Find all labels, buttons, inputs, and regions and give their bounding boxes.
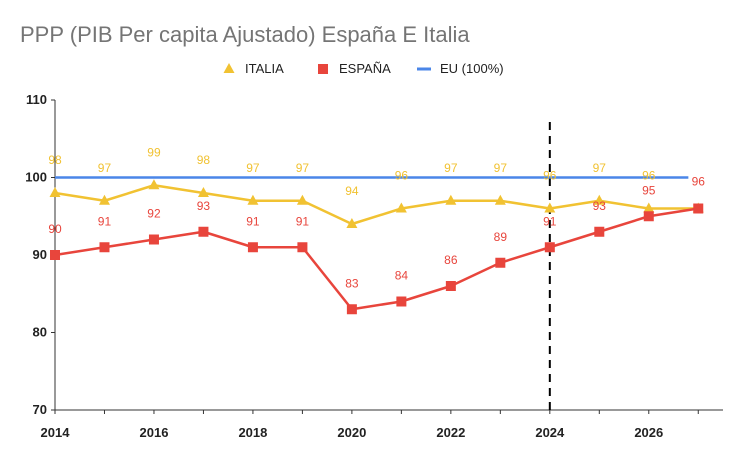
x-tick-label: 2020 (337, 425, 366, 440)
plot-area (49, 122, 704, 410)
data-label-italia: 97 (246, 161, 260, 175)
marker-espana (50, 250, 60, 260)
marker-espana (495, 257, 506, 268)
y-tick-label: 110 (26, 92, 47, 107)
marker-italia (197, 187, 209, 197)
x-tick-label: 2014 (41, 425, 71, 440)
legend-label: ESPAÑA (339, 61, 391, 76)
marker-espana (297, 242, 308, 253)
y-tick-label: 90 (33, 247, 47, 262)
legend-icon-espana (318, 64, 328, 74)
legend-icon-italia (223, 63, 235, 73)
data-label-espana: 83 (345, 276, 359, 290)
data-label-italia: 97 (98, 161, 112, 175)
marker-italia (593, 194, 605, 205)
data-label-espana: 89 (494, 230, 508, 244)
data-label-italia: 99 (147, 145, 161, 159)
x-tick-label: 2026 (634, 425, 663, 440)
chart-title: PPP (PIB Per capita Ajustado) España E I… (20, 22, 470, 47)
marker-espana (594, 226, 605, 237)
data-label-italia: 96 (642, 169, 656, 183)
y-tick-label: 70 (33, 402, 47, 417)
data-label-italia: 96 (543, 169, 557, 183)
data-labels: 98 97 99 98 97 97 94 96 97 97 96 97 96 90 91 92 93 91 91 83… (48, 145, 705, 290)
marker-espana (198, 226, 209, 237)
marker-italia (445, 194, 457, 205)
marker-espana (693, 203, 704, 214)
data-label-espana: 93 (593, 199, 607, 213)
data-label-italia: 96 (395, 169, 409, 183)
marker-espana (346, 304, 357, 315)
data-label-italia: 97 (444, 161, 458, 175)
marker-italia (296, 194, 308, 205)
marker-italia (98, 194, 110, 205)
data-label-italia: 98 (197, 153, 211, 167)
data-label-italia: 97 (593, 161, 607, 175)
data-label-espana: 95 (642, 183, 656, 197)
legend-label: ITALIA (245, 61, 284, 76)
data-label-espana: 91 (98, 214, 112, 228)
marker-espana (99, 242, 110, 253)
marker-italia (395, 202, 407, 213)
series-line-espana (54, 207, 699, 311)
marker-espana (544, 242, 555, 253)
data-label-espana: 91 (296, 214, 310, 228)
data-label-espana: 96 (692, 175, 706, 189)
marker-espana (148, 234, 159, 245)
marker-italia (49, 187, 61, 197)
data-label-italia: 94 (345, 184, 359, 198)
data-label-espana: 90 (48, 222, 62, 236)
marker-espana (396, 296, 407, 307)
y-tick-label: 80 (33, 325, 47, 340)
marker-italia (544, 202, 556, 213)
data-label-espana: 84 (395, 269, 409, 283)
marker-italia (346, 218, 358, 228)
series-line-italia (54, 184, 699, 226)
marker-espana (643, 211, 654, 222)
y-tick-label: 100 (25, 170, 47, 185)
data-label-espana: 93 (197, 199, 211, 213)
x-tick-label: 2016 (140, 425, 169, 440)
data-label-italia: 97 (494, 161, 508, 175)
legend-label: EU (100%) (440, 61, 504, 76)
marker-espana (247, 242, 258, 253)
x-tick-label: 2022 (436, 425, 465, 440)
data-label-espana: 86 (444, 253, 458, 267)
marker-italia (148, 179, 160, 190)
data-label-espana: 92 (147, 207, 161, 221)
marker-italia (494, 194, 506, 205)
axes: 70 80 90 100 110 2014 2016 2018 2020 2022 2024 2026 (25, 92, 723, 440)
data-label-italia: 97 (296, 161, 310, 175)
marker-italia (247, 194, 259, 205)
data-label-espana: 91 (246, 214, 260, 228)
x-tick-label: 2024 (535, 425, 565, 440)
data-label-espana: 91 (543, 214, 557, 228)
legend: ITALIA ESPAÑA EU (100%) (223, 61, 504, 76)
marker-italia (643, 202, 655, 213)
x-tick-label: 2018 (238, 425, 267, 440)
marker-espana (445, 281, 456, 291)
data-label-italia: 98 (48, 153, 62, 167)
